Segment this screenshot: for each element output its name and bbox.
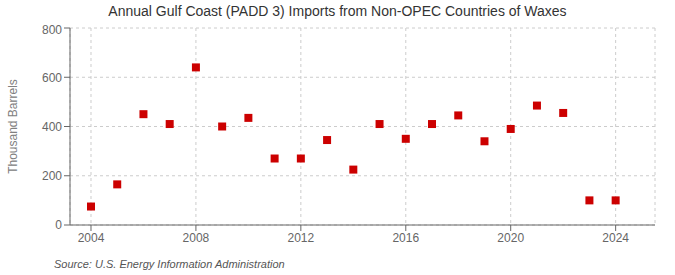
svg-text:2024: 2024	[602, 231, 629, 245]
html-text:Source: U.S. Energy Informatio: Source: U.S. Energy Information Administ…	[54, 258, 285, 270]
svg-text:600: 600	[42, 71, 62, 85]
svg-text:2004: 2004	[78, 231, 105, 245]
svg-text:400: 400	[42, 120, 62, 134]
svg-text:200: 200	[42, 169, 62, 183]
svg-text:800: 800	[42, 23, 62, 37]
svg-text:0: 0	[55, 218, 62, 232]
svg-text:2020: 2020	[497, 231, 524, 245]
html-text:Annual Gulf Coast (PADD 3) Imp: Annual Gulf Coast (PADD 3) Imports from …	[108, 3, 567, 19]
svg-text:Thousand Barrels: Thousand Barrels	[8, 79, 20, 174]
svg-text:2012: 2012	[288, 231, 315, 245]
svg-text:2016: 2016	[392, 231, 419, 245]
svg-text:2008: 2008	[183, 231, 210, 245]
